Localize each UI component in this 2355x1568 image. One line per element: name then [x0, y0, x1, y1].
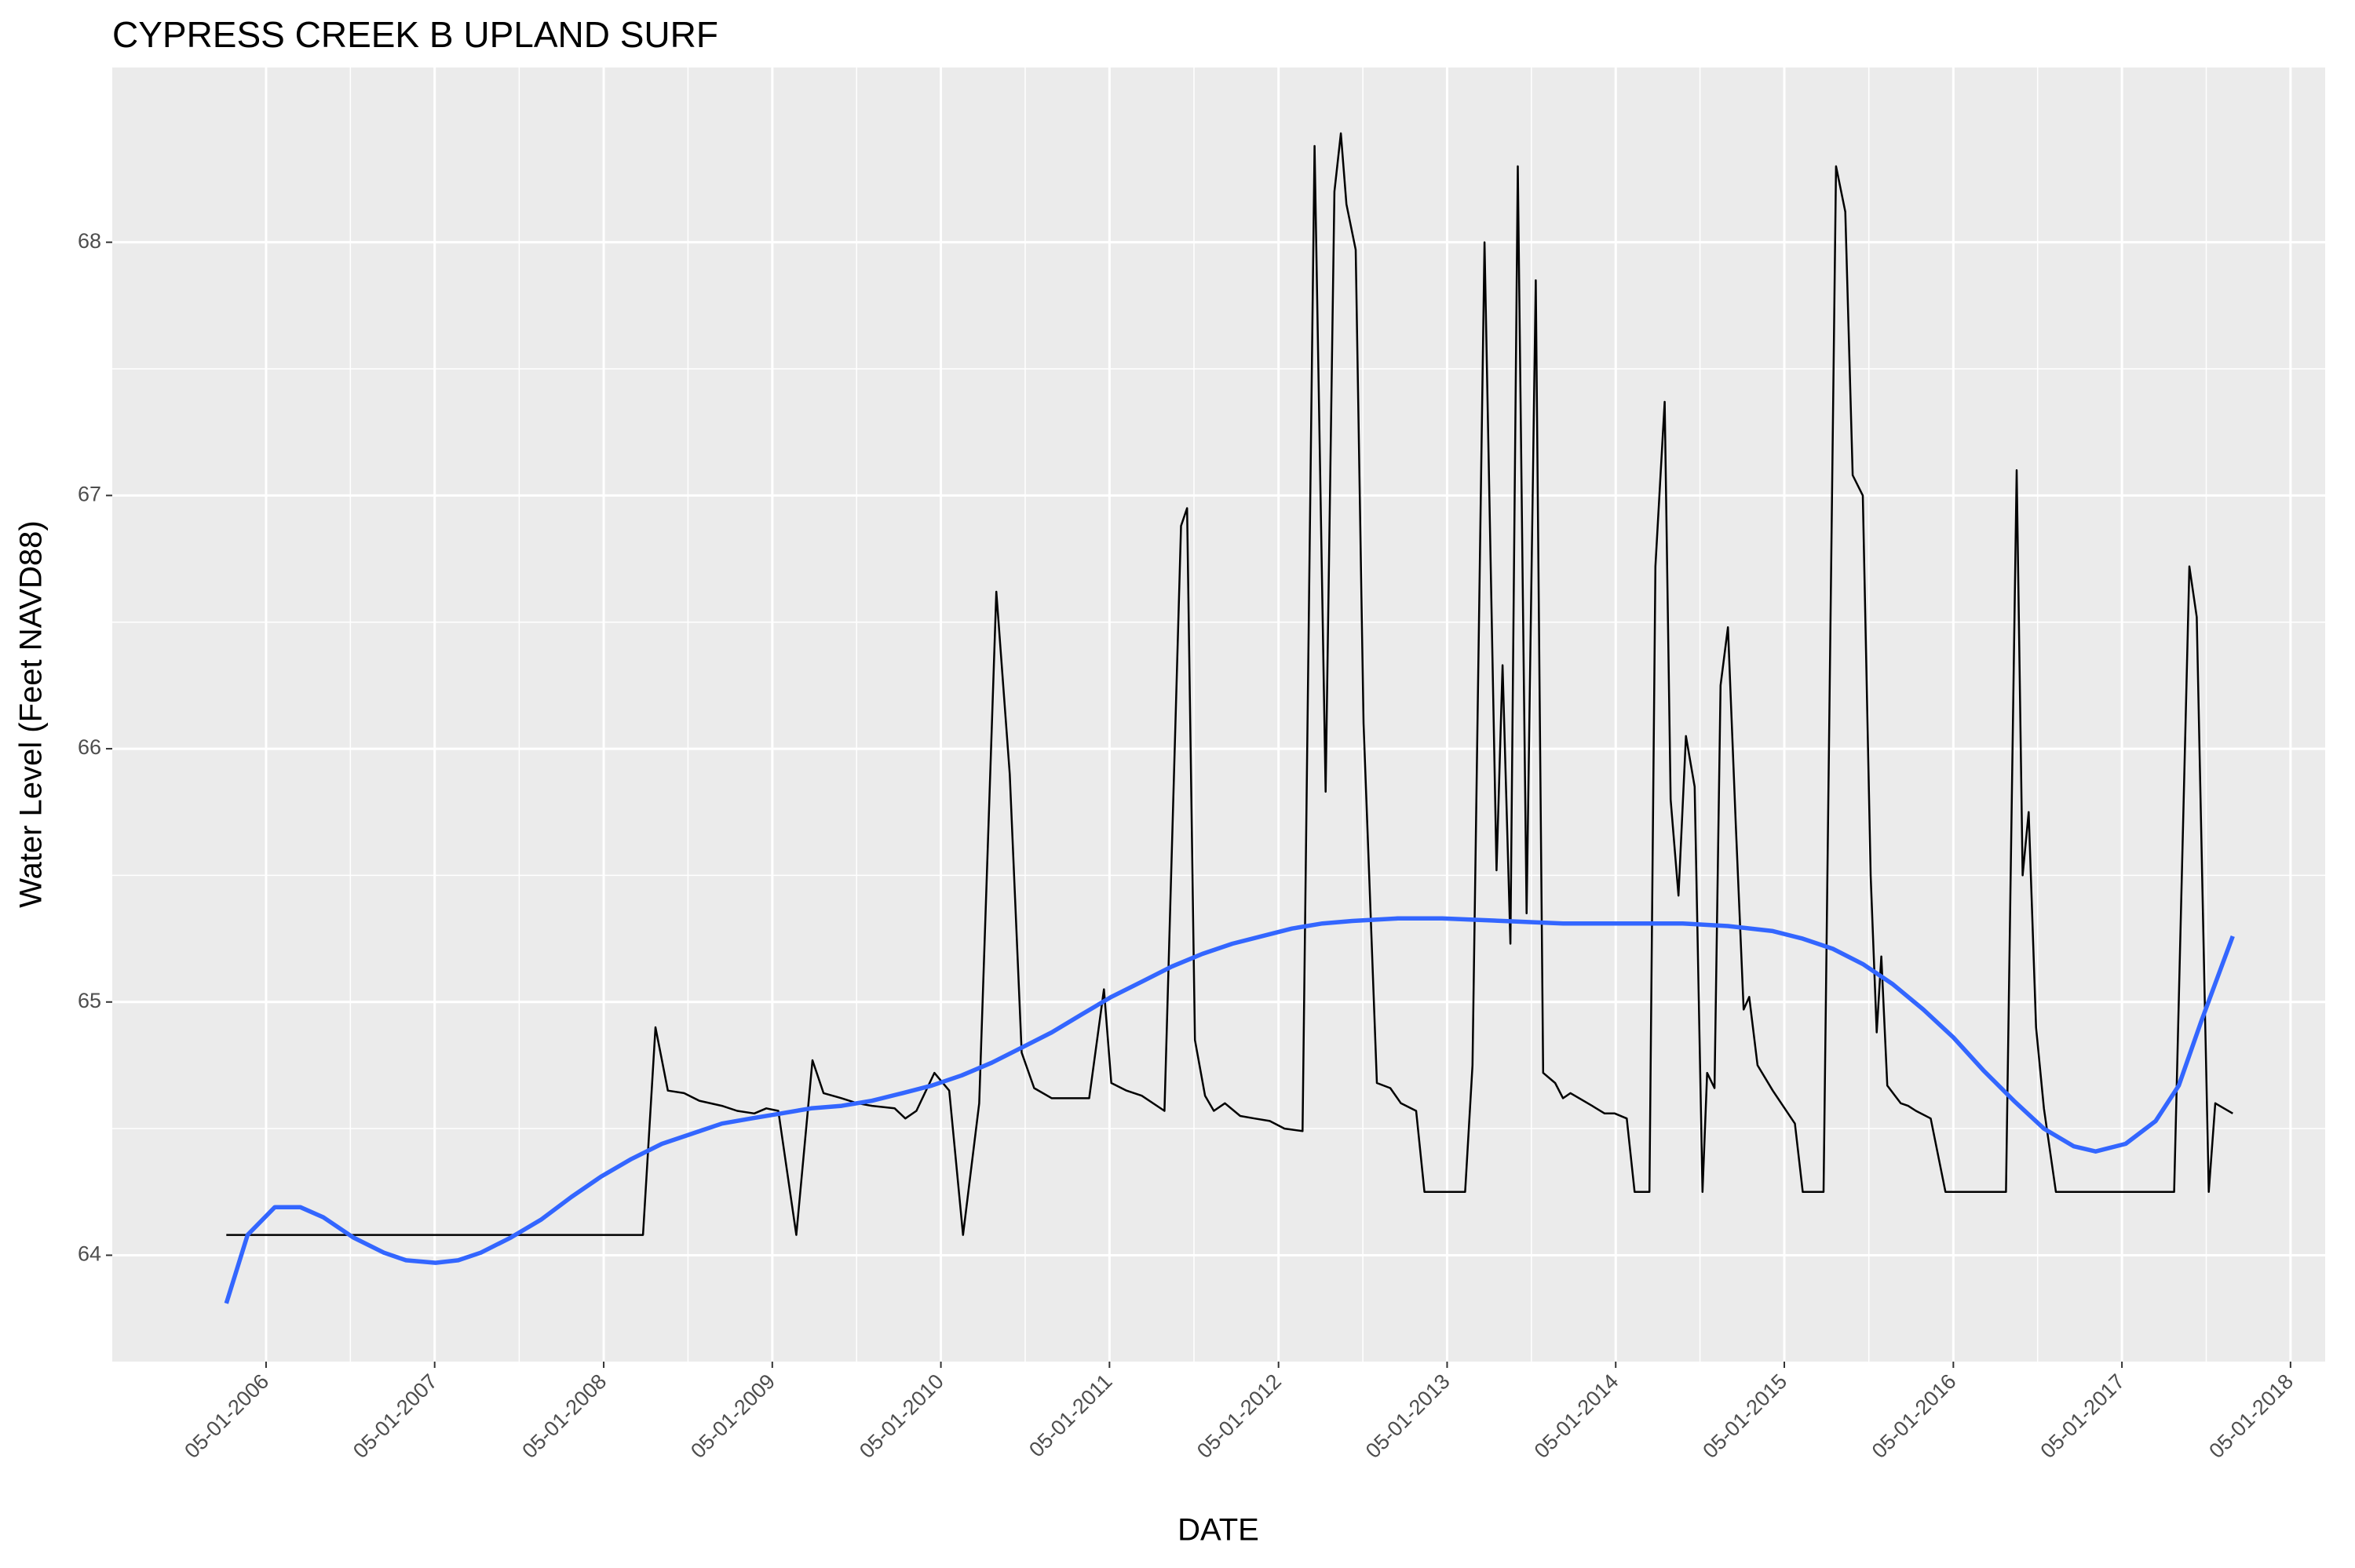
x-tick-label: 05-01-2006 — [180, 1369, 273, 1463]
x-tick-label: 05-01-2012 — [1192, 1369, 1286, 1463]
x-tick-label: 05-01-2009 — [686, 1369, 780, 1463]
x-axis-label: DATE — [1178, 1513, 1259, 1548]
series-line — [226, 132, 2233, 1236]
x-tick-label: 05-01-2016 — [1868, 1369, 1961, 1463]
y-tick-label: 68 — [78, 229, 101, 253]
x-tick-label: 05-01-2007 — [349, 1369, 442, 1463]
y-tick-label: 64 — [78, 1242, 101, 1266]
y-axis-label: Water Level (Feet NAVD88) — [14, 520, 49, 908]
y-tick-label: 67 — [78, 482, 101, 505]
x-tick-label: 05-01-2013 — [1361, 1369, 1455, 1463]
chart-title: CYPRESS CREEK B UPLAND SURF — [112, 14, 718, 55]
x-tick-label: 05-01-2018 — [2204, 1369, 2298, 1463]
x-tick-label: 05-01-2010 — [855, 1369, 948, 1463]
x-tick-label: 05-01-2015 — [1698, 1369, 1791, 1463]
x-tick-label: 05-01-2014 — [1530, 1369, 1623, 1463]
plot-panel — [112, 67, 2325, 1362]
y-tick-label: 66 — [78, 735, 101, 759]
x-tick-label: 05-01-2011 — [1024, 1369, 1116, 1461]
series-line — [224, 916, 2235, 1304]
x-tick-label: 05-01-2008 — [517, 1369, 611, 1463]
y-tick-label: 65 — [78, 989, 101, 1012]
x-tick-label: 05-01-2017 — [2036, 1369, 2130, 1463]
